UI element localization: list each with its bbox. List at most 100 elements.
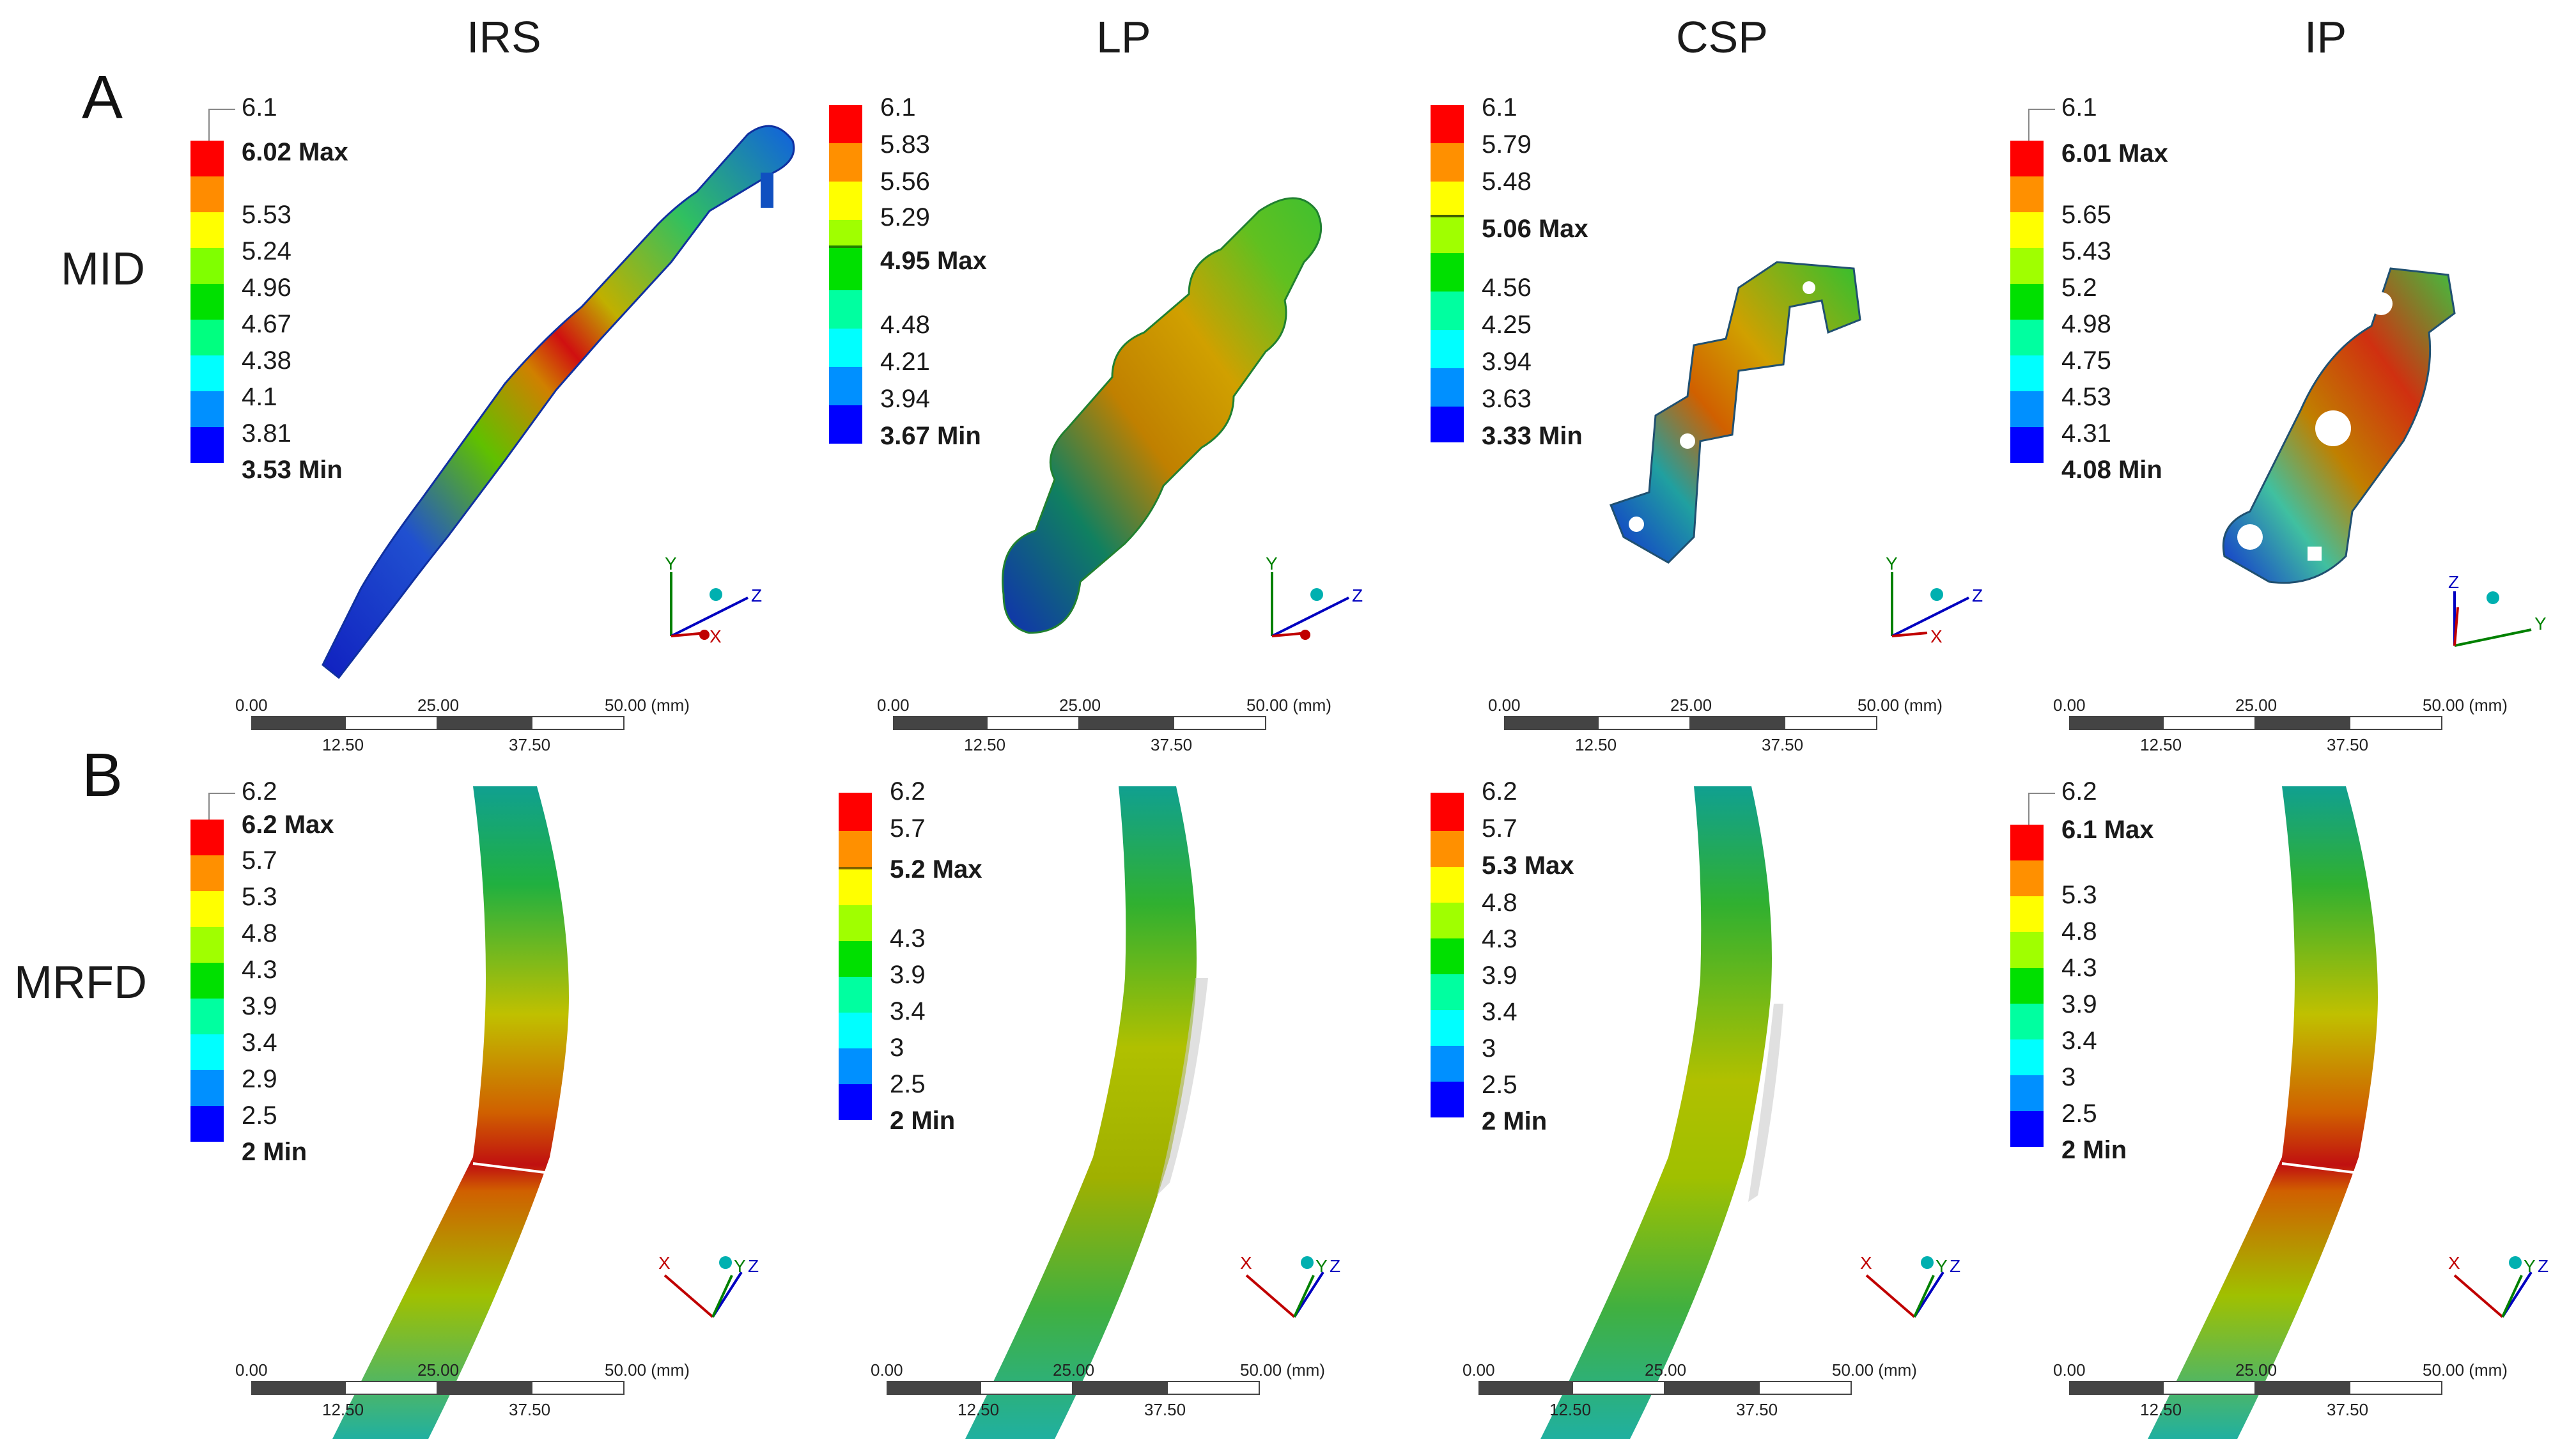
ip-mrfd-figure — [2148, 786, 2378, 1439]
legend-label: 3.9 — [2061, 990, 2097, 1018]
axis-triad-mrfd-irs: X Y Z — [658, 1253, 759, 1318]
axis-triad-mrfd-ip: X Y Z — [2448, 1253, 2549, 1318]
legend-label: 4.67 — [242, 310, 291, 338]
legend-label: 6.2 — [242, 777, 277, 805]
ip-mid-figure — [2222, 267, 2456, 584]
svg-text:Y: Y — [1886, 554, 1898, 573]
legend-label: 2.9 — [242, 1065, 277, 1093]
legend-label: 4.95 Max — [880, 247, 987, 275]
lp-mid-figure — [1002, 197, 1323, 634]
svg-text:X: X — [1240, 1253, 1252, 1273]
legend-label: 5.3 — [2061, 881, 2097, 909]
legend-label: 3.9 — [1482, 961, 1517, 990]
legend-label: 2 Min — [242, 1138, 307, 1166]
axis-triad-mid-lp: Y Z — [1266, 554, 1363, 640]
legend-label: 3.4 — [1482, 998, 1517, 1026]
legend-label: 4.48 — [880, 311, 930, 339]
svg-text:Z: Z — [2538, 1256, 2549, 1276]
legend-label: 5.48 — [1482, 167, 1532, 196]
scale-bar-mrfd-lp: 0.00 25.00 50.00 (mm) 12.50 37.50 — [871, 1360, 1325, 1419]
legend-label: 2 Min — [890, 1107, 956, 1135]
svg-text:Y: Y — [2524, 1256, 2536, 1276]
svg-text:Y: Y — [1266, 554, 1278, 573]
svg-text:X: X — [1930, 626, 1943, 646]
irs-mid-figure — [322, 125, 795, 680]
axis-triad-mrfd-lp: X Y Z — [1240, 1253, 1340, 1318]
legend-label: 3.67 Min — [880, 422, 981, 450]
irs-mrfd-figure — [332, 786, 569, 1439]
legend-mrfd-ip: 6.2 6.1 Max 5.3 4.8 4.3 3.9 3.4 3 2.5 2 … — [2010, 777, 2253, 1164]
legend-label: 5.24 — [242, 237, 291, 265]
legend-label: 4.8 — [2061, 917, 2097, 945]
legend-mid-irs: 6.1 6.02 Max 5.53 5.24 4.96 4.67 4.38 4.… — [190, 95, 433, 483]
legend-label: 2.5 — [1482, 1071, 1517, 1099]
legend-label: 5.29 — [880, 203, 930, 231]
legend-label: 2.5 — [2061, 1100, 2097, 1128]
legend-label: 4.53 — [2061, 383, 2111, 411]
legend-mrfd-lp: 6.2 5.7 5.2 Max 4.3 3.9 3.4 3 2.5 2 Min — [839, 779, 1082, 1162]
svg-text:Z: Z — [1330, 1256, 1340, 1276]
svg-text:Y: Y — [1315, 1256, 1328, 1276]
csp-mrfd-figure — [1540, 786, 1783, 1439]
legend-label: 6.2 — [2061, 777, 2097, 805]
legend-label: 4.75 — [2061, 346, 2111, 375]
legend-label: 5.7 — [1482, 814, 1517, 843]
legend-label: 4.1 — [242, 383, 277, 411]
svg-text:X: X — [658, 1253, 671, 1273]
legend-label: 3 — [890, 1034, 904, 1062]
legend-mid-lp: 6.1 5.83 5.56 5.29 4.95 Max 4.48 4.21 3.… — [829, 95, 1072, 478]
legend-label: 3.63 — [1482, 385, 1532, 413]
scale-bar-mid-irs: 0.00 25.00 50.00 (mm) 12.50 37.50 — [235, 696, 690, 754]
legend-mid-ip: 6.1 6.01 Max 5.65 5.43 5.2 4.98 4.75 4.5… — [2010, 95, 2253, 483]
legend-label: 6.1 — [880, 93, 916, 121]
legend-label: 6.01 Max — [2061, 139, 2168, 167]
panel-label-b: B — [82, 741, 123, 809]
legend-label: 5.56 — [880, 167, 930, 196]
legend-label: 4.56 — [1482, 274, 1532, 302]
svg-text:Z: Z — [751, 586, 762, 605]
legend-label: 6.02 Max — [242, 138, 348, 166]
svg-text:Y: Y — [665, 554, 677, 573]
legend-mrfd-irs: 6.2 6.2 Max 5.7 5.3 4.8 4.3 3.9 3.4 2.9 … — [190, 777, 433, 1166]
column-header-irs: IRS — [467, 12, 541, 62]
legend-label: 3.9 — [242, 992, 277, 1020]
legend-label: 5.7 — [890, 814, 926, 843]
legend-label: 4.3 — [890, 924, 926, 953]
legend-label: 4.96 — [242, 274, 291, 302]
legend-label: 5.7 — [242, 846, 277, 875]
legend-label: 6.2 — [890, 777, 926, 805]
scale-bar-mrfd-csp: 0.00 25.00 50.00 (mm) 12.50 37.50 — [1463, 1360, 1917, 1419]
legend-label: 6.1 Max — [2061, 816, 2154, 844]
legend-label: 4.31 — [2061, 419, 2111, 447]
row-label-mid: MID — [61, 244, 145, 295]
svg-text:Z: Z — [1352, 586, 1363, 605]
legend-label: 4.3 — [242, 956, 277, 984]
legend-label: 4.8 — [1482, 889, 1517, 917]
legend-label: 3.94 — [1482, 348, 1532, 376]
legend-label: 3.81 — [242, 419, 291, 447]
axis-triad-mrfd-csp: X Y Z — [1860, 1253, 1960, 1318]
legend-label: 3.4 — [2061, 1027, 2097, 1055]
scale-bar-mrfd-ip: 0.00 25.00 50.00 (mm) 12.50 37.50 — [2053, 1360, 2508, 1419]
scale-bar-mid-ip: 0.00 25.00 50.00 (mm) 12.50 37.50 — [2053, 696, 2508, 754]
legend-label: 3.53 Min — [242, 456, 343, 484]
legend-label: 6.1 — [1482, 93, 1517, 121]
column-header-ip: IP — [2304, 12, 2347, 62]
legend-label: 2 Min — [2061, 1136, 2127, 1164]
legend-label: 6.2 Max — [242, 811, 334, 839]
scale-bar-mid-lp: 0.00 25.00 50.00 (mm) 12.50 37.50 — [877, 696, 1331, 754]
legend-label: 5.65 — [2061, 201, 2111, 229]
scale-bar-mrfd-irs: 0.00 25.00 50.00 (mm) 12.50 37.50 — [235, 1360, 690, 1419]
legend-label: 4.21 — [880, 348, 930, 376]
axis-triad-mid-irs: Y Z X — [665, 554, 762, 646]
legend-label: 5.79 — [1482, 130, 1532, 159]
svg-text:Z: Z — [1972, 586, 1983, 605]
axis-triad-mid-csp: Y Z X — [1886, 554, 1983, 646]
legend-mid-csp: 6.1 5.79 5.48 5.06 Max 4.56 4.25 3.94 3.… — [1431, 95, 1673, 478]
svg-text:X: X — [710, 626, 722, 646]
legend-label: 2 Min — [1482, 1107, 1548, 1135]
svg-text:X: X — [2448, 1253, 2460, 1273]
legend-label: 6.2 — [1482, 777, 1517, 805]
svg-text:Y: Y — [1936, 1256, 1948, 1276]
svg-text:Z: Z — [1950, 1256, 1960, 1276]
